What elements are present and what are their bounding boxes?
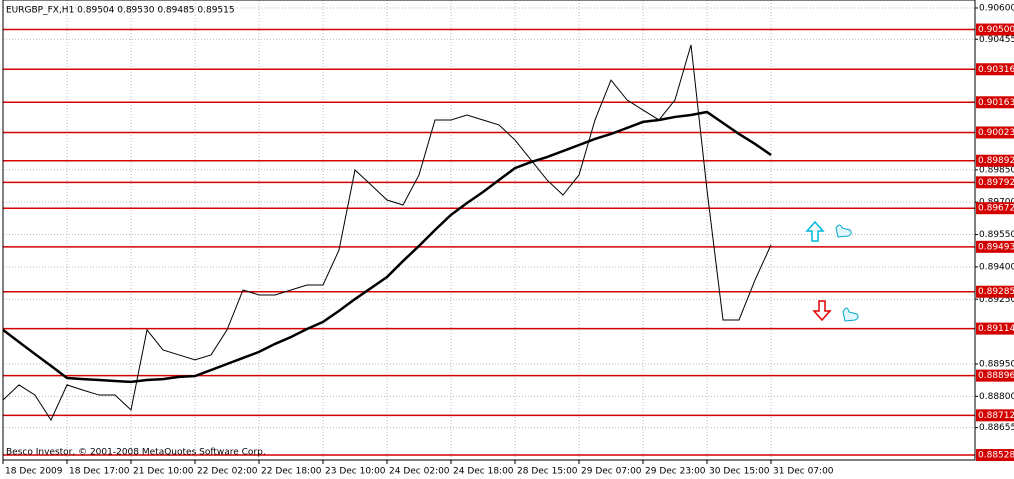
plot-frame — [2, 0, 976, 461]
y-tick-label: 0.88950 — [979, 359, 1014, 369]
y-tick-label: 0.89250 — [979, 295, 1014, 305]
level-label: 0.90163 — [978, 98, 1014, 108]
y-tick-label: 0.89550 — [979, 230, 1014, 240]
level-label: 0.89672 — [978, 204, 1014, 214]
level-label-box — [976, 202, 1014, 215]
down-arrow — [812, 300, 832, 322]
x-tick-label: 21 Dec 10:00 — [133, 467, 194, 477]
level-label: 0.89493 — [978, 242, 1014, 252]
price-line — [2, 44, 772, 422]
level-label: 0.89792 — [978, 178, 1014, 188]
level-label: 0.88712 — [978, 411, 1014, 421]
level-label-box — [976, 409, 1014, 422]
y-tick-label: 0.89400 — [979, 262, 1014, 272]
y-tick-label: 0.90455 — [979, 35, 1014, 45]
x-tick-label: 31 Dec 07:00 — [773, 467, 834, 477]
x-tick-label: 22 Dec 18:00 — [261, 467, 322, 477]
level-label: 0.88528 — [978, 451, 1014, 461]
price-line — [2, 110, 772, 384]
level-label: 0.88896 — [978, 371, 1014, 381]
level-label-box — [976, 176, 1014, 189]
x-tick-label: 22 Dec 02:00 — [197, 467, 258, 477]
level-label-box — [976, 63, 1014, 76]
x-tick-label: 24 Dec 02:00 — [389, 467, 450, 477]
level-label: 0.90023 — [978, 128, 1014, 138]
level-label-box — [976, 23, 1014, 36]
y-tick-label: 0.88655 — [979, 423, 1014, 433]
x-tick-label: 29 Dec 23:00 — [645, 467, 706, 477]
up-arrow — [805, 220, 825, 242]
level-label: 0.90316 — [978, 65, 1014, 75]
level-label-box — [976, 154, 1014, 167]
level-label-box — [976, 285, 1014, 298]
x-tick-label: 24 Dec 18:00 — [453, 467, 514, 477]
level-label-box — [976, 369, 1014, 382]
hand-icon — [835, 224, 852, 238]
x-tick-label: 30 Dec 15:00 — [709, 467, 770, 477]
level-label: 0.89285 — [978, 287, 1014, 297]
y-tick-label: 0.88800 — [979, 392, 1014, 402]
x-tick-label: 29 Dec 07:00 — [581, 467, 642, 477]
x-tick-label: 23 Dec 10:00 — [325, 467, 386, 477]
x-tick-label: 28 Dec 15:00 — [517, 467, 578, 477]
level-label-box — [976, 126, 1014, 139]
level-label-box — [976, 449, 1014, 462]
y-tick-label: 0.90600 — [979, 3, 1014, 13]
chart-title: EURGBP_FX,H1 0.89504 0.89530 0.89485 0.8… — [6, 6, 235, 16]
level-label: 0.90500 — [978, 25, 1014, 35]
level-label: 0.89114 — [978, 324, 1014, 334]
copyright: Besco Investor, © 2001-2008 MetaQuotes S… — [6, 448, 266, 458]
buy-signal — [805, 220, 852, 242]
y-tick-label: 0.89850 — [979, 165, 1014, 175]
sell-signal — [812, 300, 859, 322]
level-label-box — [976, 322, 1014, 335]
hand-icon — [842, 307, 859, 322]
level-label: 0.89892 — [978, 156, 1014, 166]
level-label-box — [976, 96, 1014, 109]
x-tick-label: 18 Dec 17:00 — [69, 467, 130, 477]
x-tick-label: 18 Dec 2009 — [5, 467, 63, 477]
level-label-box — [976, 240, 1014, 253]
